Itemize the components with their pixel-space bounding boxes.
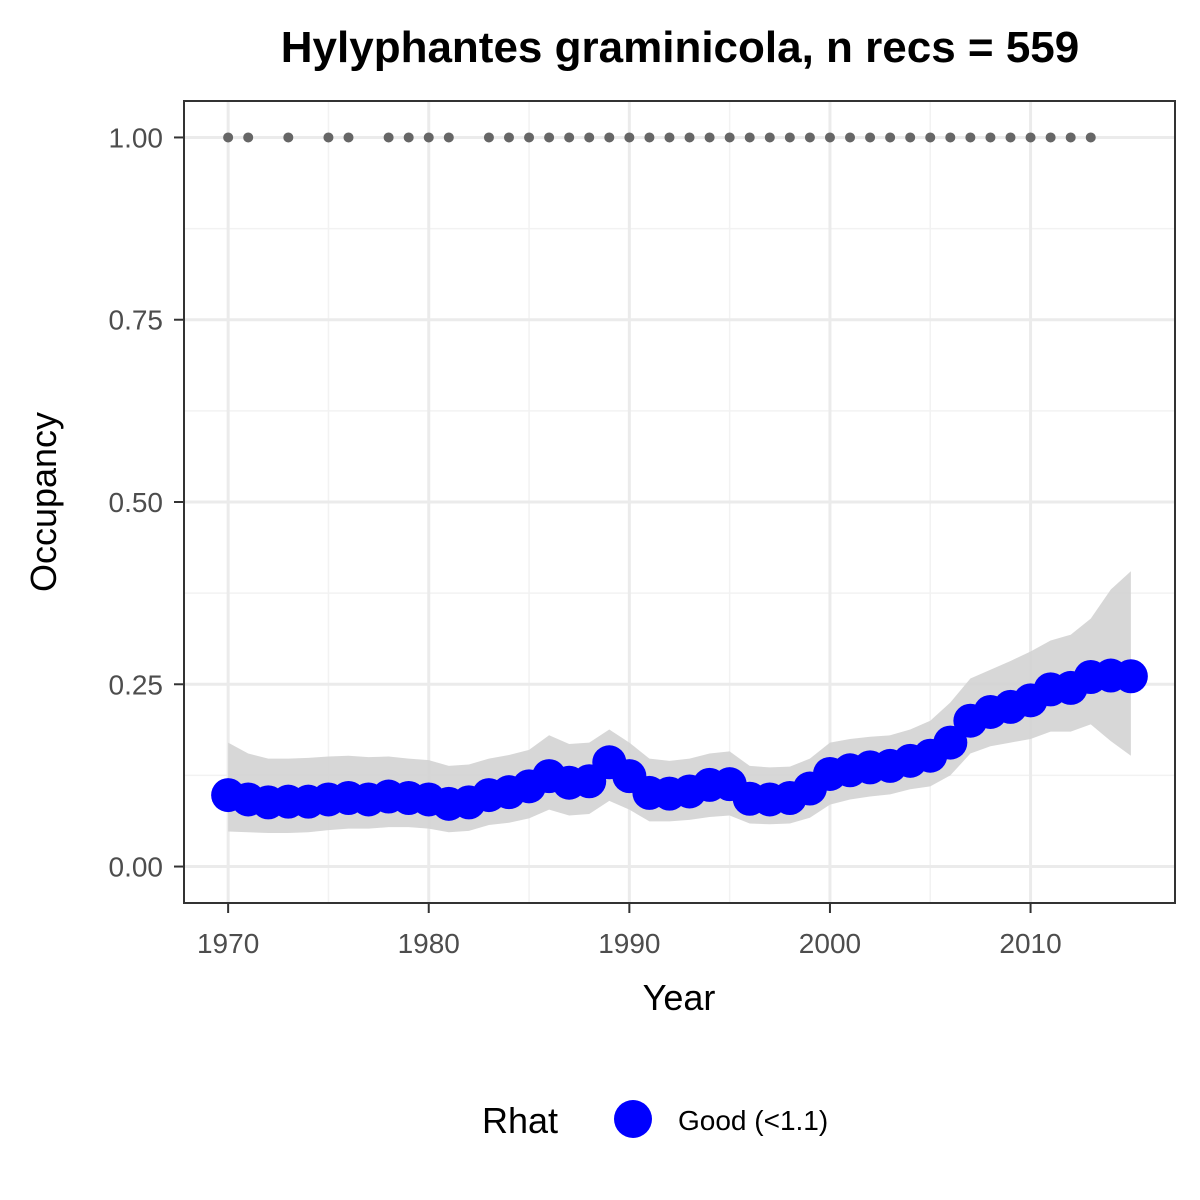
record-point xyxy=(1025,132,1036,143)
record-point xyxy=(704,132,715,143)
record-point xyxy=(503,132,514,143)
record-point xyxy=(1065,132,1076,143)
record-point xyxy=(323,132,334,143)
record-point xyxy=(985,132,996,143)
record-point xyxy=(784,132,795,143)
x-tick-label: 2000 xyxy=(799,928,861,959)
data-point xyxy=(1113,659,1148,694)
record-point xyxy=(905,132,916,143)
record-point xyxy=(865,132,876,143)
x-tick-label: 1980 xyxy=(398,928,460,959)
record-point xyxy=(624,132,635,143)
record-point xyxy=(544,132,555,143)
record-point xyxy=(524,132,535,143)
record-point xyxy=(824,132,835,143)
y-tick-label: 0.00 xyxy=(109,852,164,883)
record-point xyxy=(1045,132,1056,143)
record-point xyxy=(403,132,414,143)
x-axis-ticks: 1970 1980 1990 2000 2010 xyxy=(197,903,1062,959)
record-point xyxy=(343,132,354,143)
record-point xyxy=(724,132,735,143)
record-point xyxy=(885,132,896,143)
record-point xyxy=(483,132,494,143)
record-point xyxy=(383,132,394,143)
x-tick-label: 1990 xyxy=(598,928,660,959)
record-point xyxy=(423,132,434,143)
record-point xyxy=(925,132,936,143)
record-point xyxy=(1085,132,1096,143)
y-tick-label: 0.75 xyxy=(109,305,164,336)
record-point xyxy=(965,132,976,143)
legend-title: Rhat xyxy=(482,1100,558,1141)
data-point xyxy=(933,725,968,760)
record-point xyxy=(283,132,294,143)
chart-title: Hylyphantes graminicola, n recs = 559 xyxy=(281,23,1079,72)
record-point xyxy=(443,132,454,143)
record-point xyxy=(644,132,655,143)
record-point xyxy=(1005,132,1016,143)
record-point xyxy=(804,132,815,143)
y-tick-label: 0.25 xyxy=(109,669,164,700)
x-tick-label: 2010 xyxy=(999,928,1061,959)
record-point xyxy=(584,132,595,143)
record-point xyxy=(684,132,695,143)
legend: Rhat Good (<1.1) xyxy=(482,1100,828,1141)
record-point xyxy=(945,132,956,143)
record-point xyxy=(764,132,775,143)
x-axis-title: Year xyxy=(643,977,716,1018)
legend-label-good: Good (<1.1) xyxy=(678,1105,828,1136)
record-point xyxy=(664,132,675,143)
record-year-points xyxy=(223,132,1096,143)
y-axis-ticks: 0.00 0.25 0.50 0.75 1.00 xyxy=(109,122,184,883)
record-point xyxy=(845,132,856,143)
record-point xyxy=(604,132,615,143)
record-point xyxy=(564,132,575,143)
y-tick-label: 0.50 xyxy=(109,487,164,518)
y-axis-title: Occupancy xyxy=(23,412,64,592)
occupancy-points xyxy=(211,658,1148,821)
record-point xyxy=(223,132,234,143)
legend-key-good xyxy=(614,1100,652,1138)
y-tick-label: 1.00 xyxy=(109,122,164,153)
record-point xyxy=(243,132,254,143)
x-tick-label: 1970 xyxy=(197,928,259,959)
record-point xyxy=(744,132,755,143)
